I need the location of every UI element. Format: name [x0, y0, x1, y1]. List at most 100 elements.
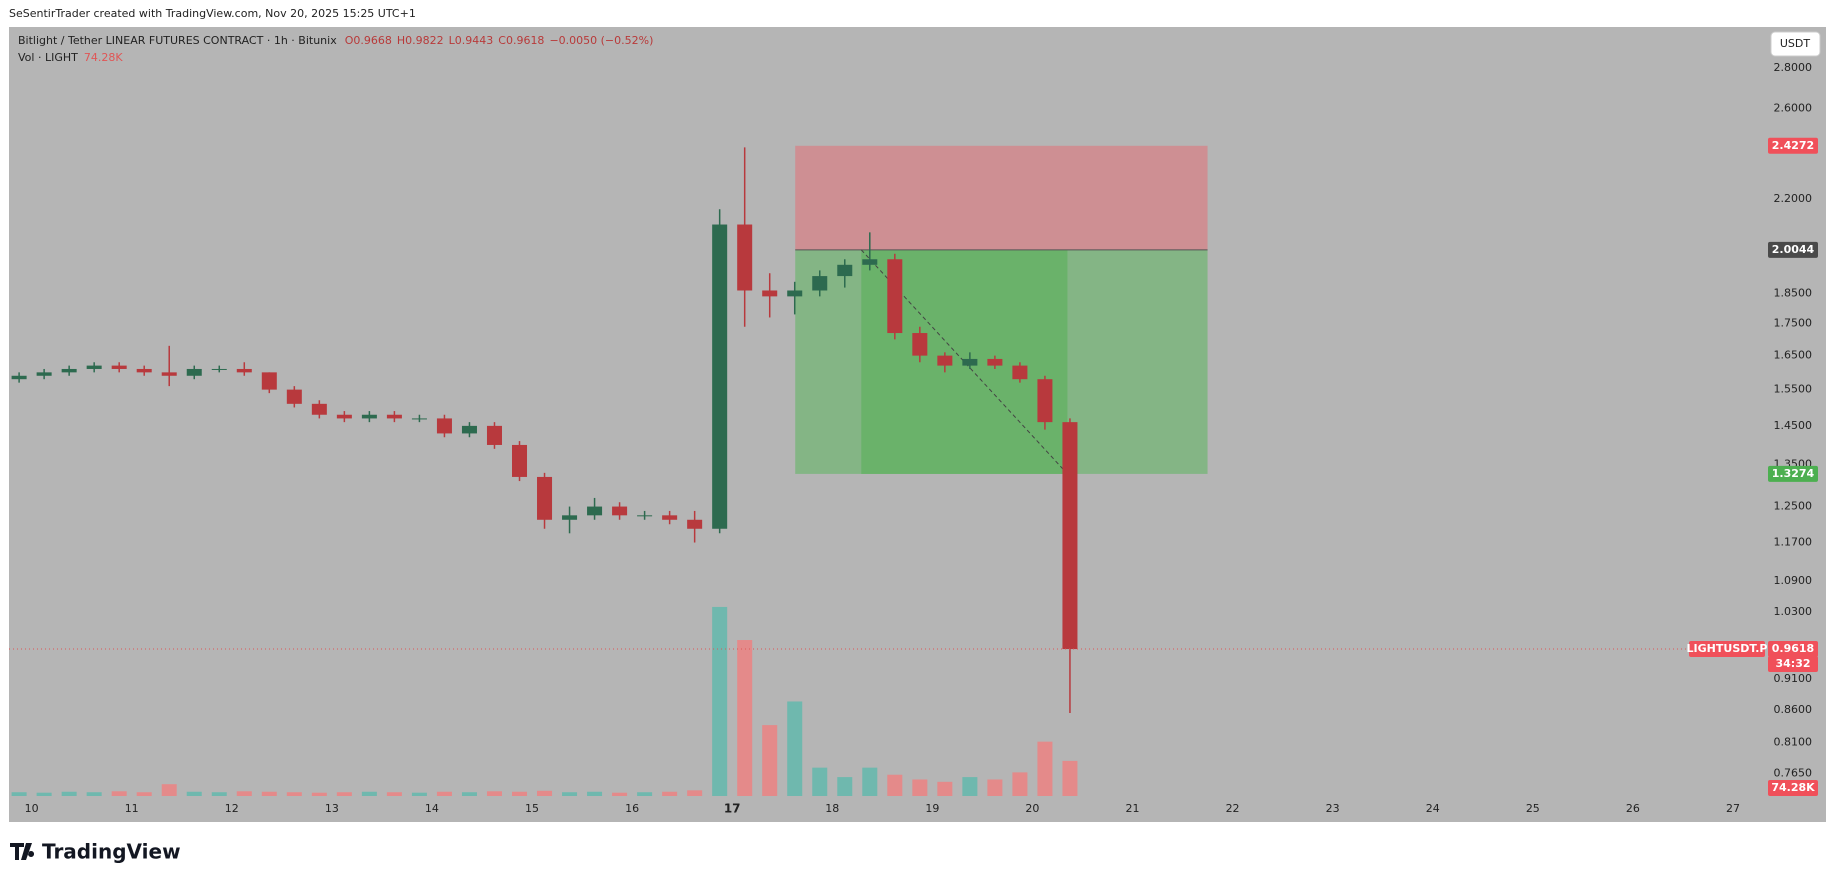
volume-title: Vol · LIGHT	[18, 51, 78, 64]
candle-body	[161, 372, 177, 376]
candle-body	[662, 515, 678, 520]
brand-icon	[10, 843, 35, 860]
x-tick-label: 22	[1226, 802, 1240, 815]
x-tick-label: 17	[724, 802, 741, 816]
countdown-badge-bg	[1768, 656, 1818, 673]
legend-value: L0.9443	[449, 34, 494, 47]
stop-badge-bg	[1768, 137, 1818, 154]
y-tick-label: 0.8100	[1774, 735, 1813, 748]
y-tick-label: 1.0900	[1774, 574, 1813, 587]
candle-body	[587, 506, 603, 516]
volume-bar	[537, 790, 553, 796]
y-tick-label: 1.0300	[1774, 605, 1813, 618]
volume-bar	[436, 791, 452, 796]
candle-body	[461, 425, 477, 434]
volume-bar	[461, 792, 477, 796]
price-badge-bg	[1768, 641, 1818, 658]
candle-body	[386, 414, 402, 419]
candle-body	[211, 368, 227, 370]
target-badge: 1.3274	[1772, 467, 1815, 480]
candle-body	[687, 519, 703, 529]
candle-body	[512, 444, 528, 477]
x-tick-label: 27	[1726, 802, 1740, 815]
candle-body	[762, 290, 778, 297]
volume-bar	[11, 792, 27, 796]
plot	[9, 145, 1765, 796]
candle-body	[537, 476, 553, 520]
x-tick-label: 23	[1326, 802, 1340, 815]
candle-body	[1037, 379, 1053, 423]
target-badge-bg	[1768, 465, 1818, 482]
volume-badge: 74.28K	[1771, 781, 1815, 794]
candle-body	[987, 358, 1003, 366]
y-tick-label: 1.7500	[1774, 317, 1813, 330]
volume-bar	[837, 777, 853, 796]
currency-button[interactable]	[1770, 31, 1821, 57]
legend-title: Bitlight / Tether LINEAR FUTURES CONTRAC…	[18, 34, 337, 47]
x-tick-label: 11	[125, 802, 139, 815]
volume-bar	[186, 791, 202, 796]
y-tick-label: 1.5500	[1774, 383, 1813, 396]
candle-body	[411, 418, 427, 420]
volume-bar	[987, 779, 1003, 796]
volume-bar	[86, 792, 102, 796]
volume-bar	[862, 767, 878, 796]
volume-bar	[61, 791, 77, 796]
legend-value: H0.9822	[397, 34, 444, 47]
volume-bar	[662, 791, 678, 796]
watermark: SeSentirTrader created with TradingView.…	[9, 7, 416, 20]
volume-bar	[211, 792, 227, 796]
volume-bar	[261, 791, 277, 796]
candle-body	[311, 403, 327, 415]
volume-bar	[762, 725, 778, 796]
countdown-badge: 34:32	[1775, 657, 1810, 670]
volume-legend: Vol · LIGHT 74.28K	[18, 51, 123, 64]
x-tick-label: 15	[525, 802, 539, 815]
candle-body	[361, 414, 377, 419]
x-tick-label: 21	[1125, 802, 1139, 815]
stop-badge: 2.4272	[1772, 139, 1814, 152]
candle-body	[562, 515, 578, 520]
candle-body	[136, 368, 152, 373]
legend: Bitlight / Tether LINEAR FUTURES CONTRAC…	[18, 34, 653, 47]
volume-bar	[1037, 741, 1053, 796]
candle-body	[862, 259, 878, 265]
candle-body	[637, 515, 653, 517]
volume-bar	[887, 774, 903, 796]
x-tick-label: 26	[1626, 802, 1640, 815]
volume-bar	[1062, 760, 1078, 796]
y-tick-label: 2.6000	[1774, 101, 1813, 114]
y-tick-label: 1.2500	[1774, 500, 1813, 513]
y-tick-label: 0.8600	[1774, 703, 1813, 716]
x-tick-label: 14	[425, 802, 439, 815]
candle-body	[812, 276, 828, 291]
volume-bar	[286, 792, 302, 796]
x-tick-label: 25	[1526, 802, 1540, 815]
y-tick-label: 1.6500	[1774, 349, 1813, 362]
price-badge: 0.9618	[1772, 642, 1814, 655]
x-tick-label: 10	[25, 802, 39, 815]
x-tick-label: 16	[625, 802, 639, 815]
x-tick-label: 20	[1025, 802, 1039, 815]
candle-body	[887, 259, 903, 334]
volume-bar	[386, 792, 402, 796]
volume-bar	[587, 791, 603, 796]
volume-value: 74.28K	[84, 51, 123, 64]
legend-value: −0.0050 (−0.52%)	[549, 34, 653, 47]
candle-body	[962, 358, 978, 366]
x-tick-label: 13	[325, 802, 339, 815]
legend-value: O0.9668	[345, 34, 392, 47]
volume-bar	[912, 779, 928, 796]
x-tick-label: 19	[925, 802, 939, 815]
candle-body	[1062, 422, 1078, 650]
volume-bar	[111, 791, 127, 796]
volume-bar	[336, 792, 352, 796]
candle-body	[612, 506, 628, 516]
volume-bar	[161, 784, 177, 796]
candle-body	[937, 355, 953, 366]
volume-bar	[136, 792, 152, 796]
volume-bar	[637, 792, 653, 796]
brand-name: TradingView	[42, 840, 181, 864]
candle-body	[436, 418, 452, 434]
